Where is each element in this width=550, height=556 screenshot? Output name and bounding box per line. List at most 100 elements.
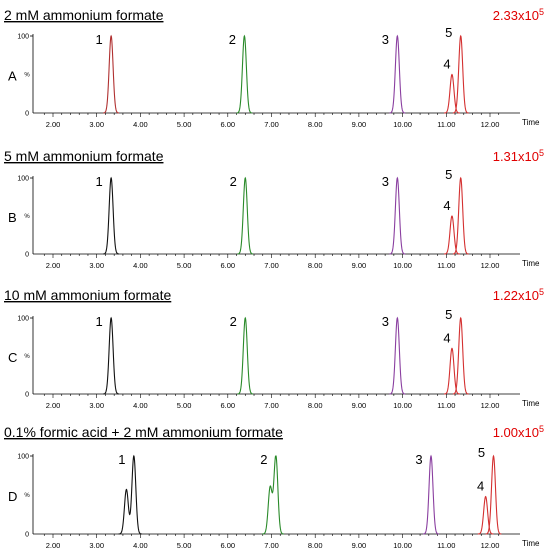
peak-trace-4	[444, 215, 460, 255]
x-tick-label: 3.00	[89, 261, 104, 270]
peak-label-2: 2	[230, 314, 237, 329]
x-tick-label: 8.00	[308, 541, 323, 550]
x-axis-title: Time	[522, 118, 540, 127]
x-axis-title: Time	[522, 539, 540, 548]
intensity-exponent: 5	[539, 148, 544, 158]
x-tick-label: 4.00	[133, 120, 148, 129]
peak-label-2: 2	[229, 32, 236, 47]
x-tick-label: 11.00	[437, 261, 455, 270]
x-tick-label: 9.00	[352, 120, 367, 129]
x-tick-label: 8.00	[308, 261, 323, 270]
peak-label-3: 3	[382, 314, 389, 329]
peak-trace-3	[389, 176, 406, 255]
x-tick-label: 11.00	[437, 401, 455, 410]
x-tick-label: 12.00	[481, 541, 500, 550]
x-tick-label: 10.00	[393, 261, 412, 270]
y-tick-label: 0	[25, 252, 29, 259]
peak-label-1: 1	[96, 314, 103, 329]
panel-letter: C	[8, 350, 17, 365]
peak-trace-5	[452, 176, 469, 255]
x-tick-label: 6.00	[220, 401, 235, 410]
x-tick-label: 4.00	[133, 541, 148, 550]
chromatogram-panel-c: 10 mM ammonium formate 1.22x105C1000%2.00…	[4, 287, 544, 410]
panel-title: 2 mM ammonium formate	[4, 7, 164, 23]
y-tick-label: 100	[17, 316, 29, 323]
x-tick-label: 4.00	[133, 401, 148, 410]
peak-trace-1	[103, 316, 120, 395]
x-tick-label: 5.00	[177, 261, 192, 270]
x-tick-label: 10.00	[393, 401, 412, 410]
y-unit-label: %	[24, 73, 30, 79]
intensity-mantissa: 1.00x10	[493, 425, 539, 440]
peak-trace-2	[262, 455, 284, 535]
peak-label-5: 5	[445, 307, 452, 322]
peak-trace-2	[236, 34, 253, 114]
x-tick-label: 5.00	[177, 120, 192, 129]
x-tick-label: 5.00	[177, 541, 192, 550]
x-tick-label: 9.00	[352, 541, 367, 550]
peak-label-2: 2	[230, 174, 237, 189]
peak-label-4: 4	[477, 479, 484, 494]
peak-trace-1	[118, 454, 142, 535]
panel-title: 5 mM ammonium formate	[4, 148, 164, 164]
intensity-label: 1.00x105	[493, 424, 544, 440]
x-tick-label: 8.00	[308, 120, 323, 129]
x-tick-label: 10.00	[393, 541, 412, 550]
peak-trace-4	[444, 73, 460, 114]
peak-label-3: 3	[382, 174, 389, 189]
x-tick-label: 4.00	[133, 261, 148, 270]
x-tick-label: 3.00	[89, 401, 104, 410]
peak-label-3: 3	[382, 32, 389, 47]
x-tick-label: 9.00	[352, 401, 367, 410]
chromatogram-panel-d: 0.1% formic acid + 2 mM ammonium formate…	[4, 424, 544, 550]
peak-label-1: 1	[96, 174, 103, 189]
peak-label-1: 1	[118, 452, 125, 467]
panel-letter: A	[8, 69, 17, 84]
peak-label-3: 3	[415, 452, 422, 467]
intensity-mantissa: 1.31x10	[493, 149, 539, 164]
peak-trace-2	[237, 316, 254, 395]
peak-trace-3	[389, 34, 406, 114]
peak-trace-5	[452, 34, 469, 114]
intensity-mantissa: 1.22x10	[493, 288, 539, 303]
x-tick-label: 12.00	[481, 120, 500, 129]
y-unit-label: %	[24, 493, 30, 499]
x-tick-label: 7.00	[264, 120, 279, 129]
peak-trace-1	[103, 34, 120, 114]
x-tick-label: 5.00	[177, 401, 192, 410]
panel-letter: D	[8, 489, 17, 504]
x-tick-label: 6.00	[220, 541, 235, 550]
x-tick-label: 2.00	[46, 261, 61, 270]
y-tick-label: 100	[17, 454, 29, 461]
x-tick-label: 11.00	[437, 541, 455, 550]
intensity-exponent: 5	[539, 287, 544, 297]
x-tick-label: 12.00	[481, 401, 500, 410]
peak-trace-3	[389, 316, 406, 395]
peak-trace-4	[444, 347, 460, 395]
y-unit-label: %	[24, 214, 30, 220]
y-tick-label: 100	[17, 34, 29, 41]
intensity-label: 1.31x105	[493, 148, 544, 164]
x-tick-label: 6.00	[220, 261, 235, 270]
y-tick-label: 0	[25, 111, 29, 118]
peak-label-5: 5	[445, 25, 452, 40]
x-tick-label: 3.00	[89, 541, 104, 550]
peak-label-2: 2	[260, 452, 267, 467]
peak-trace-5	[452, 316, 469, 395]
intensity-mantissa: 2.33x10	[493, 8, 539, 23]
x-tick-label: 7.00	[264, 541, 279, 550]
x-axis-title: Time	[522, 259, 540, 268]
intensity-exponent: 5	[539, 424, 544, 434]
peak-trace-3	[423, 454, 439, 535]
y-tick-label: 0	[25, 392, 29, 399]
x-tick-label: 7.00	[264, 401, 279, 410]
peak-trace-5	[485, 454, 502, 535]
panel-title: 10 mM ammonium formate	[4, 287, 171, 303]
intensity-label: 1.22x105	[493, 287, 544, 303]
x-tick-label: 12.00	[481, 261, 500, 270]
intensity-label: 2.33x105	[493, 7, 544, 23]
x-tick-label: 11.00	[437, 120, 455, 129]
intensity-exponent: 5	[539, 7, 544, 17]
